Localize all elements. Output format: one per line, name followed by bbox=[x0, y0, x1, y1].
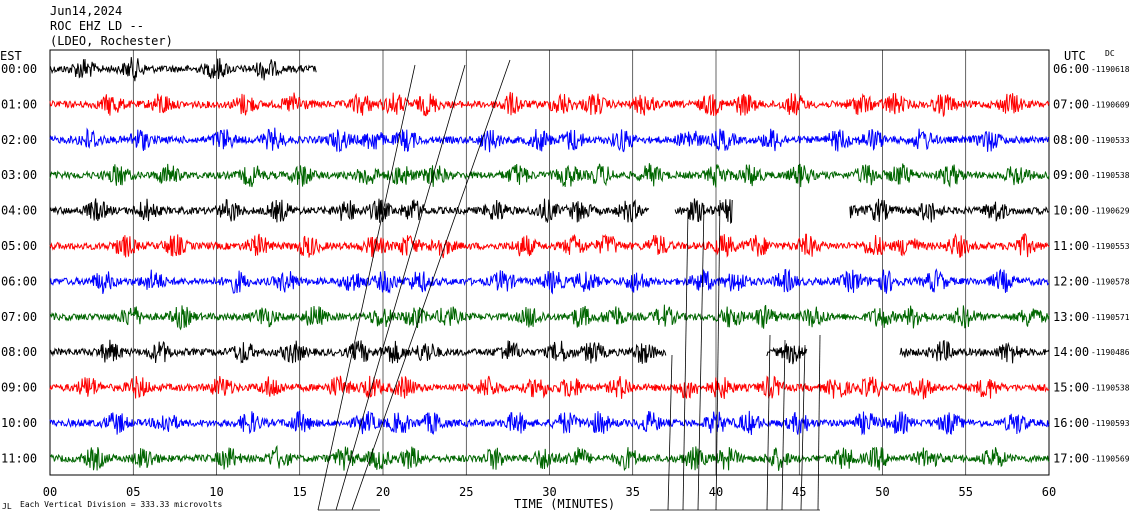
dc-offset-label: -1190578 bbox=[1091, 277, 1130, 286]
calibration-stroke bbox=[317, 64, 416, 511]
est-row-label: 07:00 bbox=[1, 310, 37, 324]
seismic-traces bbox=[49, 56, 1050, 511]
clip-stroke bbox=[715, 199, 721, 511]
utc-row-label: 11:00 bbox=[1053, 239, 1089, 253]
utc-row-label: 17:00 bbox=[1053, 451, 1089, 465]
est-row-label: 06:00 bbox=[1, 274, 37, 288]
utc-row-label: 12:00 bbox=[1053, 274, 1089, 288]
calibration-stroke bbox=[335, 64, 466, 511]
est-row-label: 10:00 bbox=[1, 416, 37, 430]
clip-stroke bbox=[781, 339, 786, 511]
est-row-label: 05:00 bbox=[1, 239, 37, 253]
x-tick-label: 60 bbox=[1042, 485, 1056, 499]
trace-1100 bbox=[49, 445, 1050, 472]
clip-stroke bbox=[697, 204, 705, 511]
est-row-label: 03:00 bbox=[1, 168, 37, 182]
station-network: (LDEO, Rochester) bbox=[50, 34, 173, 48]
trace-0200 bbox=[49, 127, 1050, 153]
x-tick-label: 10 bbox=[209, 485, 223, 499]
trace-0300 bbox=[49, 163, 1050, 188]
dc-offset-label: -1190569 bbox=[1091, 454, 1130, 463]
dc-offset-label: -1190618 bbox=[1091, 65, 1130, 74]
est-row-label: 00:00 bbox=[1, 62, 37, 76]
est-row-label: 04:00 bbox=[1, 204, 37, 218]
clip-stroke bbox=[667, 354, 673, 511]
utc-row-label: 15:00 bbox=[1053, 381, 1089, 395]
dc-axis-label: DC bbox=[1105, 49, 1115, 58]
x-tick-label: 40 bbox=[709, 485, 723, 499]
trace-0000 bbox=[49, 56, 317, 82]
x-tick-label: 15 bbox=[293, 485, 307, 499]
x-tick-label: 50 bbox=[875, 485, 889, 499]
utc-row-label: 14:00 bbox=[1053, 345, 1089, 359]
trace-0500 bbox=[49, 232, 1050, 259]
station-code: ROC EHZ LD -- bbox=[50, 19, 144, 33]
x-tick-label: 00 bbox=[43, 485, 57, 499]
utc-row-label: 08:00 bbox=[1053, 133, 1089, 147]
dc-offset-label: -1190538 bbox=[1091, 171, 1130, 180]
time-gridlines bbox=[49, 49, 1050, 476]
clip-stroke bbox=[766, 334, 771, 511]
est-row-label: 09:00 bbox=[1, 381, 37, 395]
x-tick-label: 45 bbox=[792, 485, 806, 499]
utc-row-label: 07:00 bbox=[1053, 97, 1089, 111]
dc-offset-label: -1190571 bbox=[1091, 313, 1130, 322]
est-axis-label: EST bbox=[0, 49, 22, 63]
calibration-stroke bbox=[351, 59, 511, 511]
dc-offset-label: -1190533 bbox=[1091, 136, 1130, 145]
dc-offset-label: -1190593 bbox=[1091, 419, 1130, 428]
dc-offset-label: -1190629 bbox=[1091, 207, 1130, 216]
axis-labels: EST UTC DC TIME (MINUTES) JL Each Vertic… bbox=[0, 49, 1130, 511]
est-row-label: 08:00 bbox=[1, 345, 37, 359]
trace-1000 bbox=[49, 409, 1050, 436]
trace-0600 bbox=[49, 268, 1050, 295]
trace-0100 bbox=[49, 91, 1050, 118]
footer-mark: JL bbox=[2, 502, 12, 511]
x-axis-title: TIME (MINUTES) bbox=[514, 497, 615, 511]
vertical-division-note: Each Vertical Division = 333.33 microvol… bbox=[20, 500, 222, 509]
station-date: Jun14,2024 bbox=[50, 4, 123, 18]
utc-axis-label: UTC bbox=[1064, 49, 1086, 63]
utc-row-label: 06:00 bbox=[1053, 62, 1089, 76]
utc-row-label: 09:00 bbox=[1053, 168, 1089, 182]
est-row-label: 02:00 bbox=[1, 133, 37, 147]
utc-row-label: 10:00 bbox=[1053, 204, 1089, 218]
dc-offset-label: -1190553 bbox=[1091, 242, 1130, 251]
x-tick-label: 05 bbox=[126, 485, 140, 499]
dc-offset-label: -1190609 bbox=[1091, 100, 1130, 109]
dc-offset-label: -1190486 bbox=[1091, 348, 1130, 357]
dc-offset-label: -1190538 bbox=[1091, 384, 1130, 393]
clip-stroke bbox=[800, 344, 806, 511]
x-tick-label: 30 bbox=[542, 485, 556, 499]
clip-stroke bbox=[817, 334, 821, 511]
utc-row-label: 13:00 bbox=[1053, 310, 1089, 324]
clip-stroke bbox=[682, 209, 689, 511]
trace-0700 bbox=[49, 304, 1050, 331]
est-row-label: 01:00 bbox=[1, 97, 37, 111]
x-tick-label: 55 bbox=[959, 485, 973, 499]
trace-0800 bbox=[49, 339, 1050, 365]
x-tick-label: 35 bbox=[626, 485, 640, 499]
utc-row-label: 16:00 bbox=[1053, 416, 1089, 430]
x-tick-label: 25 bbox=[459, 485, 473, 499]
trace-0900 bbox=[49, 375, 1050, 400]
x-tick-label: 20 bbox=[376, 485, 390, 499]
est-row-label: 11:00 bbox=[1, 451, 37, 465]
